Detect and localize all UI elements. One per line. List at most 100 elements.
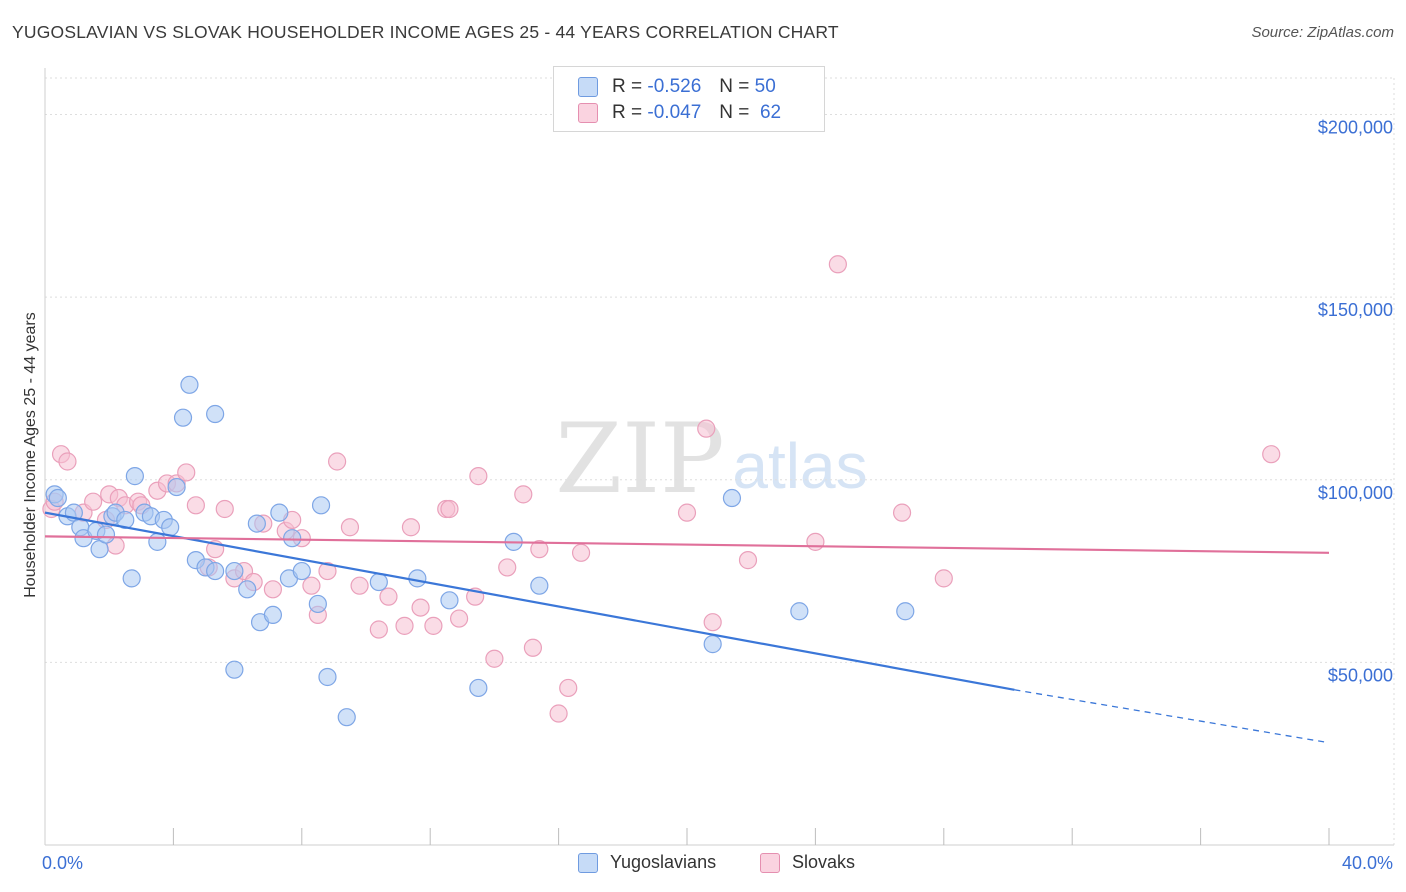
yugoslavian-point (408, 569, 427, 588)
yugoslavian-point (247, 514, 266, 533)
slovak-point (485, 649, 504, 668)
slovak-point (186, 496, 205, 515)
yugoslavian-point (440, 591, 459, 610)
slovak-point (498, 558, 517, 577)
yugoslavian-point (167, 477, 186, 497)
slovak-point (395, 616, 414, 635)
yugoslavian-point (530, 576, 549, 595)
slovak-point (215, 499, 234, 519)
yugoslavian-point (722, 488, 742, 508)
legend-n-label: N = (719, 76, 750, 97)
y-tick-label: $100,000 (1318, 483, 1393, 503)
yugoslavian-point (790, 602, 809, 621)
yugoslavian-point (337, 708, 356, 727)
yugoslavian-point (206, 561, 225, 581)
slovak-point (302, 576, 321, 595)
legend-swatch-blue (578, 77, 598, 97)
legend-swatch-pink (578, 103, 598, 123)
yugoslavian-point (308, 594, 327, 614)
slovak-point (549, 704, 568, 723)
slovak-point (318, 561, 337, 581)
legend-n-value: 50 (754, 76, 776, 97)
slovak-point (571, 543, 591, 562)
yugoslavian-point (896, 602, 915, 621)
bottom-legend-swatch-blue (578, 852, 598, 873)
slovak-point (379, 587, 398, 606)
yugoslavian-point (116, 510, 135, 530)
slovak-point (738, 551, 758, 570)
yugoslavian-point (225, 660, 244, 679)
x-tick-label-max: 40.0% (1342, 853, 1393, 873)
slovak-point (440, 499, 459, 519)
yugoslavian-point (263, 605, 283, 625)
slovak-point (369, 620, 388, 639)
legend-r-value: -0.526 (647, 76, 702, 97)
legend-r-label: R = (612, 102, 643, 123)
yugoslavian-point (48, 488, 67, 508)
slovak-trendline (44, 535, 1330, 554)
yugoslavian-point (238, 580, 257, 599)
yugoslavian-point (311, 496, 331, 515)
bottom-legend-slovaks: Slovaks (760, 852, 855, 873)
slovak-point (677, 503, 697, 522)
yugoslavian-point (270, 503, 289, 522)
yugoslavian-trendline-extension (1014, 689, 1330, 744)
slovak-point (263, 580, 283, 599)
legend-row-yugoslavians: R = -0.526 N = 50 (578, 76, 776, 98)
bottom-legend-swatch-pink (760, 852, 780, 873)
slovak-point (424, 616, 443, 635)
bottom-legend-label: Slovaks (792, 852, 856, 872)
legend-r-value: -0.047 (647, 102, 702, 123)
slovak-point (514, 485, 533, 504)
series-slovaks (42, 255, 1281, 723)
yugoslavian-point (161, 518, 180, 537)
slovak-point (84, 492, 103, 511)
slovak-point (523, 638, 543, 657)
watermark-atlas: atlas (732, 430, 867, 502)
series-yugoslavians (45, 375, 915, 727)
slovak-point (697, 419, 716, 438)
yugoslavian-point (173, 408, 193, 427)
slovak-point (559, 678, 578, 698)
slovak-point (340, 518, 360, 537)
y-tick-label: $150,000 (1318, 300, 1393, 320)
bottom-legend-yugoslavians: Yugoslavians (578, 852, 716, 873)
yugoslavian-point (318, 667, 337, 687)
slovak-point (177, 463, 196, 482)
slovak-point (806, 532, 825, 551)
slovak-point (1262, 445, 1281, 464)
watermark-zip: ZIP (555, 403, 724, 515)
legend-row-slovaks: R = -0.047 N = 62 (578, 102, 781, 124)
slovak-point (469, 467, 488, 486)
slovak-point (449, 609, 469, 628)
yugoslavian-point (469, 678, 488, 698)
slovak-point (350, 576, 369, 595)
yugoslavian-point (96, 525, 116, 544)
slovak-point (58, 452, 77, 471)
yugoslavian-point (180, 375, 199, 394)
y-tick-label: $200,000 (1318, 118, 1393, 138)
slovak-point (530, 540, 549, 559)
slovak-point (328, 452, 347, 471)
slovak-point (892, 503, 912, 522)
bottom-legend-label: Yugoslavians (610, 852, 717, 872)
yugoslavian-point (225, 561, 244, 581)
x-tick-label-min: 0.0% (42, 853, 83, 873)
correlation-legend: R = -0.526 N = 50 R = -0.047 N = 62 (553, 66, 825, 132)
yugoslavian-point (122, 569, 141, 588)
chart-title: YUGOSLAVIAN VS SLOVAK HOUSEHOLDER INCOME… (12, 22, 839, 42)
slovak-point (411, 598, 430, 617)
source-credit: Source: ZipAtlas.com (1251, 24, 1394, 41)
slovak-point (703, 613, 722, 632)
yugoslavian-trendline (44, 511, 1015, 691)
yugoslavian-point (283, 529, 302, 548)
yugoslavian-point (125, 467, 144, 486)
legend-n-value: 62 (759, 102, 782, 123)
yugoslavian-point (292, 561, 311, 581)
yugoslavian-point (148, 532, 167, 551)
slovak-point (828, 255, 847, 274)
yugoslavian-point (703, 635, 722, 654)
yugoslavian-point (206, 404, 225, 424)
slovak-point (401, 518, 421, 537)
legend-n-label: N = (719, 102, 750, 123)
